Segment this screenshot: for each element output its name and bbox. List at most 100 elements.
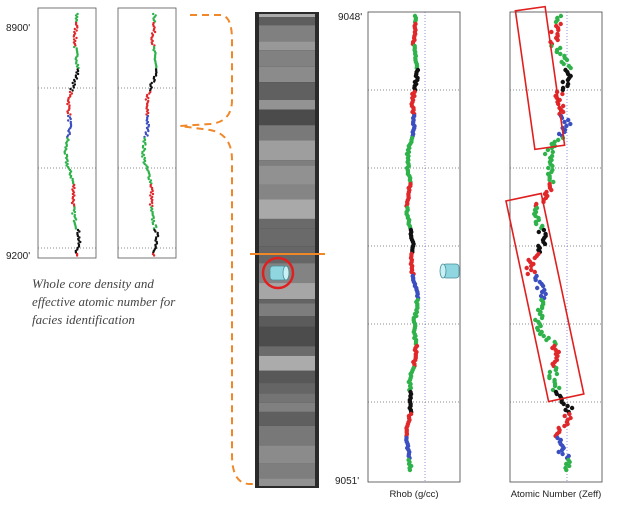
log-point [543, 242, 547, 246]
core-band [259, 247, 315, 253]
log-point [566, 78, 570, 82]
core-band [259, 110, 315, 126]
log-point [151, 218, 153, 220]
log-point [540, 306, 544, 310]
log-point [570, 406, 574, 410]
core-band [259, 185, 315, 200]
core-band [259, 426, 315, 445]
core-band [259, 303, 315, 316]
log-point [561, 88, 565, 92]
log-point [557, 450, 561, 454]
core-band [259, 219, 315, 229]
core-band [259, 371, 315, 383]
log-point [560, 452, 564, 456]
log-point [537, 230, 541, 234]
log-point [565, 404, 569, 408]
log-point [568, 122, 572, 126]
log-point [75, 227, 77, 229]
log-point [561, 80, 565, 84]
log-point [154, 31, 156, 33]
log-point [153, 254, 155, 256]
log-point [66, 103, 68, 105]
log-point [542, 228, 546, 232]
core-band [259, 17, 315, 25]
log-point [525, 266, 529, 270]
log-point [75, 62, 77, 64]
core-band [259, 478, 315, 486]
core-band [259, 356, 315, 371]
log-point [70, 176, 72, 178]
caption-line: effective atomic number for [32, 294, 176, 309]
log-point [544, 338, 548, 342]
log-point [559, 22, 563, 26]
axis-label: Rhob (g/cc) [389, 489, 438, 500]
plug-icon [440, 264, 459, 278]
log-point [153, 80, 155, 82]
log-point [567, 412, 571, 416]
core-band [259, 82, 315, 100]
log-point [566, 118, 570, 122]
log-point [562, 402, 566, 406]
log-point [149, 194, 151, 196]
log-point [146, 134, 148, 136]
log-point [551, 180, 555, 184]
log-point [561, 110, 565, 114]
log-point [67, 119, 69, 121]
core-band [259, 229, 315, 247]
log-point [547, 178, 551, 182]
log-point [560, 92, 564, 96]
plug-end [283, 266, 289, 280]
core-band [259, 165, 315, 185]
core-band [259, 67, 315, 82]
log-point [150, 191, 152, 193]
depth-label: 9048' [338, 12, 362, 23]
log-point [533, 270, 537, 274]
plug-end [440, 264, 446, 278]
log-point [76, 254, 78, 256]
log-point [548, 370, 552, 374]
log-point [76, 29, 78, 31]
log-point [73, 86, 75, 88]
log-point [564, 468, 568, 472]
depth-label: 9200' [6, 251, 30, 262]
log-point [543, 152, 547, 156]
log-point [533, 256, 537, 260]
plug-icon [270, 266, 289, 280]
log-point [544, 292, 548, 296]
caption-line: facies identification [32, 312, 135, 327]
log-point [561, 104, 565, 108]
core-band [259, 200, 315, 219]
log-panel [118, 8, 176, 258]
core-band [259, 14, 315, 17]
log-point [73, 187, 75, 189]
core-band [259, 403, 315, 412]
log-point [145, 98, 147, 100]
log-point [155, 74, 157, 76]
log-point [74, 211, 76, 213]
core-band [259, 100, 315, 110]
log-point [155, 226, 157, 228]
log-point [157, 235, 159, 237]
core-band [259, 316, 315, 327]
log-point [77, 73, 79, 75]
log-point [565, 84, 569, 88]
log-point [74, 80, 76, 82]
caption-line: Whole core density and [32, 276, 154, 291]
log-point [535, 286, 539, 290]
log-point [529, 264, 533, 268]
log-point [564, 124, 568, 128]
log-point [71, 212, 73, 214]
log-point [556, 38, 560, 42]
log-point [569, 66, 573, 70]
core-band [259, 393, 315, 403]
core-band [259, 41, 315, 50]
log-point [551, 150, 555, 154]
log-point [547, 376, 551, 380]
log-point [147, 97, 149, 99]
log-point [567, 464, 571, 468]
log-point [555, 372, 559, 376]
log-panel [38, 8, 96, 258]
axis-label: Atomic Number (Zeff) [511, 489, 602, 500]
log-point [142, 146, 144, 148]
log-point [549, 30, 553, 34]
